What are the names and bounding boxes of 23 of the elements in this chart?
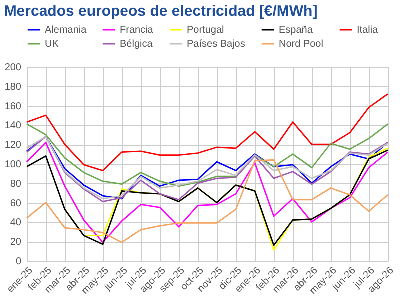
y-tick-label: 120 — [4, 140, 22, 152]
legend-label: Nord Pool — [279, 39, 324, 50]
legend-label: UK — [45, 39, 60, 50]
legend-label: Portugal — [187, 25, 224, 36]
legend-label: Países Bajos — [187, 39, 246, 50]
legend-label: Francia — [120, 25, 154, 36]
chart-title: Mercados europeos de electricidad [€/MWh] — [4, 3, 318, 20]
y-tick-label: 20 — [10, 237, 22, 248]
y-tick-label: 160 — [4, 101, 22, 112]
y-tick-label: 200 — [4, 62, 22, 74]
y-tick-label: 0 — [16, 256, 22, 268]
y-tick-label: 100 — [4, 160, 22, 170]
y-tick-label: 40 — [10, 218, 22, 229]
y-tick-label: 60 — [10, 198, 22, 210]
line-series — [26, 93, 389, 172]
legend-label: Alemania — [45, 25, 88, 36]
legend-label: Bélgica — [120, 39, 154, 50]
legend-label: Italia — [357, 25, 379, 36]
y-tick-label: 180 — [4, 82, 22, 93]
y-tick-label: 140 — [4, 120, 22, 132]
y-tick-label: 80 — [10, 178, 22, 190]
line-series — [26, 124, 389, 188]
legend-label: España — [279, 25, 314, 36]
